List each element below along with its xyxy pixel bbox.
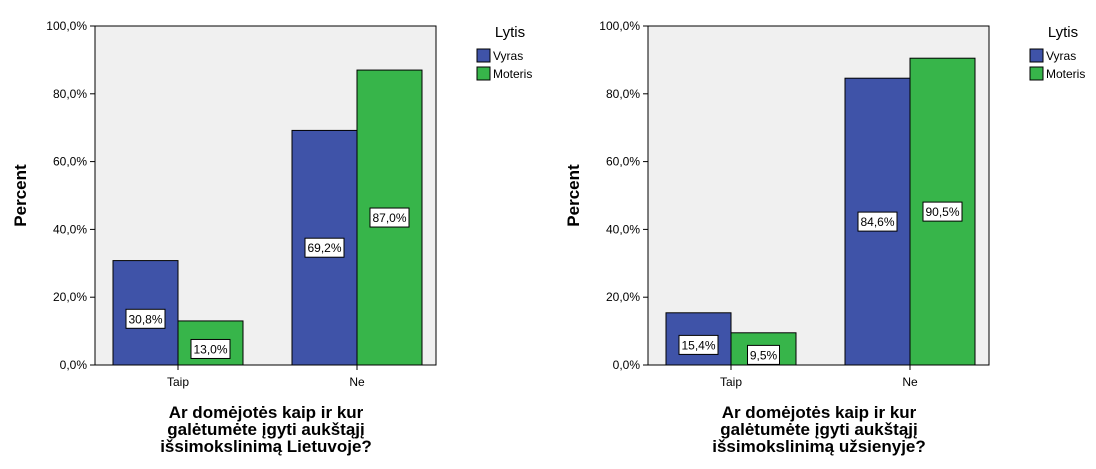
y-tick-label: 80,0% — [606, 87, 640, 101]
y-tick-label: 0,0% — [60, 358, 88, 372]
data-label: 15,4% — [681, 338, 715, 352]
data-label: 13,0% — [193, 342, 227, 356]
legend-label-vyras: Vyras — [1046, 49, 1076, 63]
chart-2: 0,0% 20,0% 40,0% 60,0% 80,0% 100,0% Percent 15,… — [564, 19, 1085, 456]
data-label: 90,5% — [925, 205, 959, 219]
data-label-box — [922, 201, 963, 222]
x-axis-label-line: galėtumėte įgyti aukštąjį — [167, 420, 364, 439]
data-label: 30,8% — [128, 312, 162, 326]
legend-swatch-moteris — [476, 66, 491, 81]
data-label-box — [125, 308, 166, 329]
legend-swatch-moteris — [1029, 66, 1044, 81]
x-axis-label-line: Ar domėjotės kaip ir kur — [169, 403, 364, 422]
y-tick-label: 60,0% — [606, 155, 640, 169]
data-label: 84,6% — [860, 215, 894, 229]
x-axis-label-line: Ar domėjotės kaip ir kur — [722, 403, 917, 422]
legend-label-moteris: Moteris — [1046, 67, 1085, 81]
y-tick-label: 20,0% — [53, 290, 87, 304]
y-tick-label: 100,0% — [46, 19, 87, 33]
legend: Lytis Vyras Moteris — [476, 24, 532, 81]
legend-swatch-vyras — [476, 48, 491, 63]
data-label-box — [304, 237, 345, 258]
data-label: 9,5% — [750, 348, 778, 362]
legend-title: Lytis — [495, 24, 525, 41]
legend: Lytis Vyras Moteris — [1029, 24, 1085, 81]
data-label: 69,2% — [307, 241, 341, 255]
legend-title: Lytis — [1048, 24, 1078, 41]
data-label: 87,0% — [372, 211, 406, 225]
data-label-box — [190, 338, 231, 359]
y-axis-label: Percent — [564, 164, 583, 227]
y-axis-label: Percent — [11, 164, 30, 227]
chart-1: 0,0% 20,0% 40,0% 60,0% 80,0% 100,0% Percent 30,… — [11, 19, 532, 456]
x-axis-label-line: išsimokslinimą užsienyje? — [712, 437, 926, 456]
y-tick-label: 20,0% — [606, 290, 640, 304]
y-tick-label: 0,0% — [613, 358, 641, 372]
y-tick-label: 80,0% — [53, 87, 87, 101]
x-axis-label-line: galėtumėte įgyti aukštąjį — [720, 420, 917, 439]
x-tick-label: Taip — [720, 375, 742, 389]
y-tick-label: 40,0% — [606, 222, 640, 236]
legend-label-moteris: Moteris — [493, 67, 532, 81]
legend-swatch-vyras — [1029, 48, 1044, 63]
x-tick-label: Ne — [902, 375, 918, 389]
data-label-box — [678, 334, 719, 355]
legend-label-vyras: Vyras — [493, 49, 523, 63]
x-tick-label: Ne — [349, 375, 365, 389]
x-tick-label: Taip — [167, 375, 189, 389]
y-tick-label: 40,0% — [53, 222, 87, 236]
y-tick-label: 100,0% — [599, 19, 640, 33]
data-label-box — [857, 211, 898, 232]
data-label-box — [747, 344, 780, 365]
y-tick-label: 60,0% — [53, 155, 87, 169]
data-label-box — [369, 207, 410, 228]
x-axis-label-line: išsimokslinimą Lietuvoje? — [160, 437, 372, 456]
